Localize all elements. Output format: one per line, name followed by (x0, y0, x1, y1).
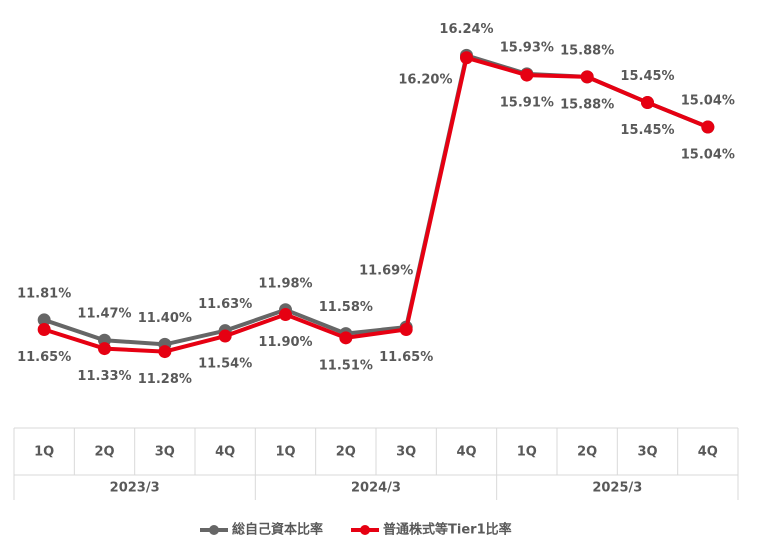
value-label: 11.54% (198, 357, 252, 372)
point (641, 96, 654, 110)
point (460, 51, 473, 65)
x-tick-label: 3Q (637, 445, 657, 460)
x-tick-label: 1Q (517, 445, 537, 460)
group-label: 2023/3 (110, 481, 160, 496)
x-tick-label: 2Q (577, 445, 597, 460)
point (37, 313, 51, 327)
point (158, 345, 172, 359)
value-label: 15.88% (560, 43, 614, 58)
point (218, 329, 232, 343)
value-label: 15.45% (620, 69, 674, 84)
x-tick-label: 4Q (215, 445, 235, 460)
value-label: 11.81% (17, 286, 71, 301)
x-tick-label: 1Q (275, 445, 295, 460)
group-label: 2025/3 (592, 481, 642, 496)
series-line (43, 55, 709, 354)
legend-label: 総自己資本比率 (232, 522, 323, 538)
x-tick-label: 4Q (456, 445, 476, 460)
x-tick-label: 2Q (94, 445, 114, 460)
legend-label: 普通株式等Tier1比率 (383, 522, 512, 538)
point (399, 322, 413, 336)
value-label: 15.45% (620, 123, 674, 138)
value-label: 11.40% (138, 311, 192, 326)
x-tick-label: 1Q (34, 445, 54, 460)
point (580, 70, 594, 84)
x-tick-label: 3Q (155, 445, 175, 460)
value-label: 11.58% (319, 300, 373, 315)
value-label: 11.47% (77, 307, 131, 322)
legend-marker (209, 525, 219, 535)
value-label: 16.24% (439, 22, 493, 37)
value-label: 16.20% (398, 72, 452, 87)
value-label: 11.65% (379, 350, 433, 365)
value-label: 15.91% (500, 96, 554, 111)
value-label: 11.98% (258, 276, 312, 291)
value-label: 15.04% (681, 94, 735, 109)
x-tick-label: 2Q (336, 445, 356, 460)
group-label: 2024/3 (351, 481, 401, 496)
value-label: 11.90% (258, 335, 312, 350)
point (98, 342, 111, 356)
value-label: 11.28% (138, 372, 192, 387)
point (339, 331, 353, 345)
value-label: 11.51% (319, 358, 373, 373)
point (701, 120, 715, 134)
value-label: 15.88% (560, 97, 614, 112)
legend-marker (360, 525, 371, 535)
value-label: 15.04% (681, 148, 735, 163)
value-label: 15.93% (500, 40, 554, 55)
x-tick-label: 4Q (698, 445, 718, 460)
x-tick-label: 3Q (396, 445, 416, 460)
value-label: 11.65% (17, 350, 71, 365)
point (37, 322, 51, 336)
point (520, 68, 534, 82)
value-label: 11.69% (359, 264, 413, 279)
value-label: 11.33% (77, 369, 131, 384)
point (279, 308, 292, 322)
value-label: 11.63% (198, 297, 252, 312)
